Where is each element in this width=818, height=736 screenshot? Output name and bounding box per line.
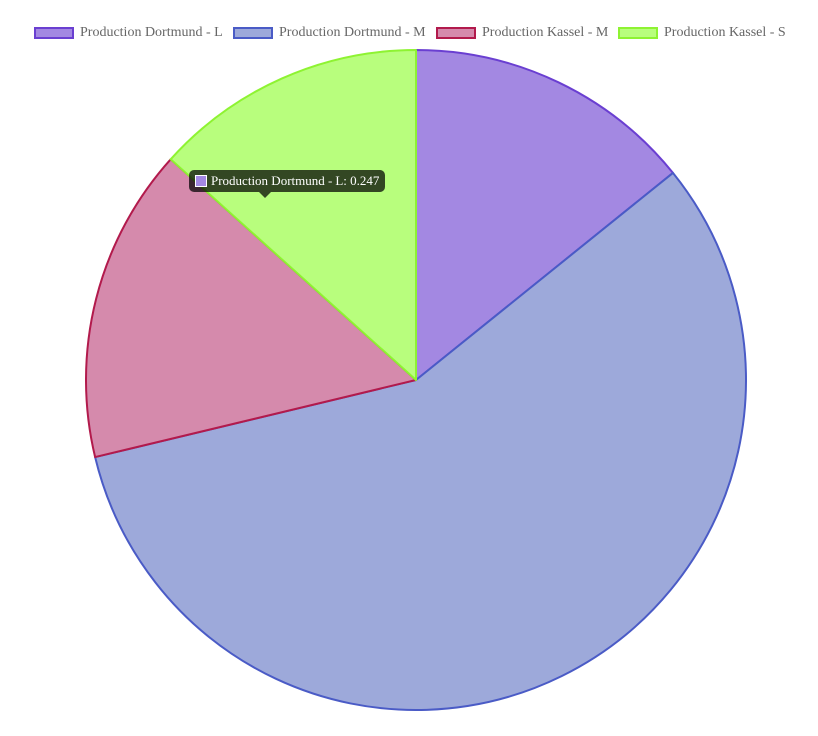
legend-swatch — [34, 27, 74, 39]
tooltip-caret — [259, 192, 271, 198]
legend-item-dortmund-m[interactable]: Production Dortmund - M — [233, 22, 426, 44]
legend-item-dortmund-l[interactable]: Production Dortmund - L — [34, 22, 223, 44]
legend-swatch — [233, 27, 273, 39]
legend-swatch — [436, 27, 476, 39]
chart-tooltip: Production Dortmund - L: 0.247 — [189, 170, 386, 198]
pie-slice-production-kassel-m[interactable] — [85, 158, 417, 459]
legend-label: Production Kassel - M — [482, 25, 609, 40]
pie-slice-production-dortmund-m[interactable] — [94, 171, 747, 711]
pie-slice-production-dortmund-l[interactable] — [415, 49, 674, 381]
legend-label: Production Dortmund - L — [80, 25, 223, 40]
pie-slice-production-kassel-s[interactable] — [169, 49, 417, 381]
legend-item-kassel-s[interactable]: Production Kassel - S — [618, 22, 786, 44]
legend-item-kassel-m[interactable]: Production Kassel - M — [436, 22, 608, 44]
legend-swatch — [618, 27, 658, 39]
tooltip-value: L: 0.247 — [335, 173, 380, 188]
legend-label: Production Dortmund - M — [279, 25, 426, 40]
chart-legend: Production Dortmund - L Production Dortm… — [0, 22, 818, 44]
tooltip-swatch — [195, 175, 207, 187]
legend-label: Production Kassel - S — [664, 25, 786, 40]
tooltip-label: Production Dortmund - — [211, 173, 333, 188]
